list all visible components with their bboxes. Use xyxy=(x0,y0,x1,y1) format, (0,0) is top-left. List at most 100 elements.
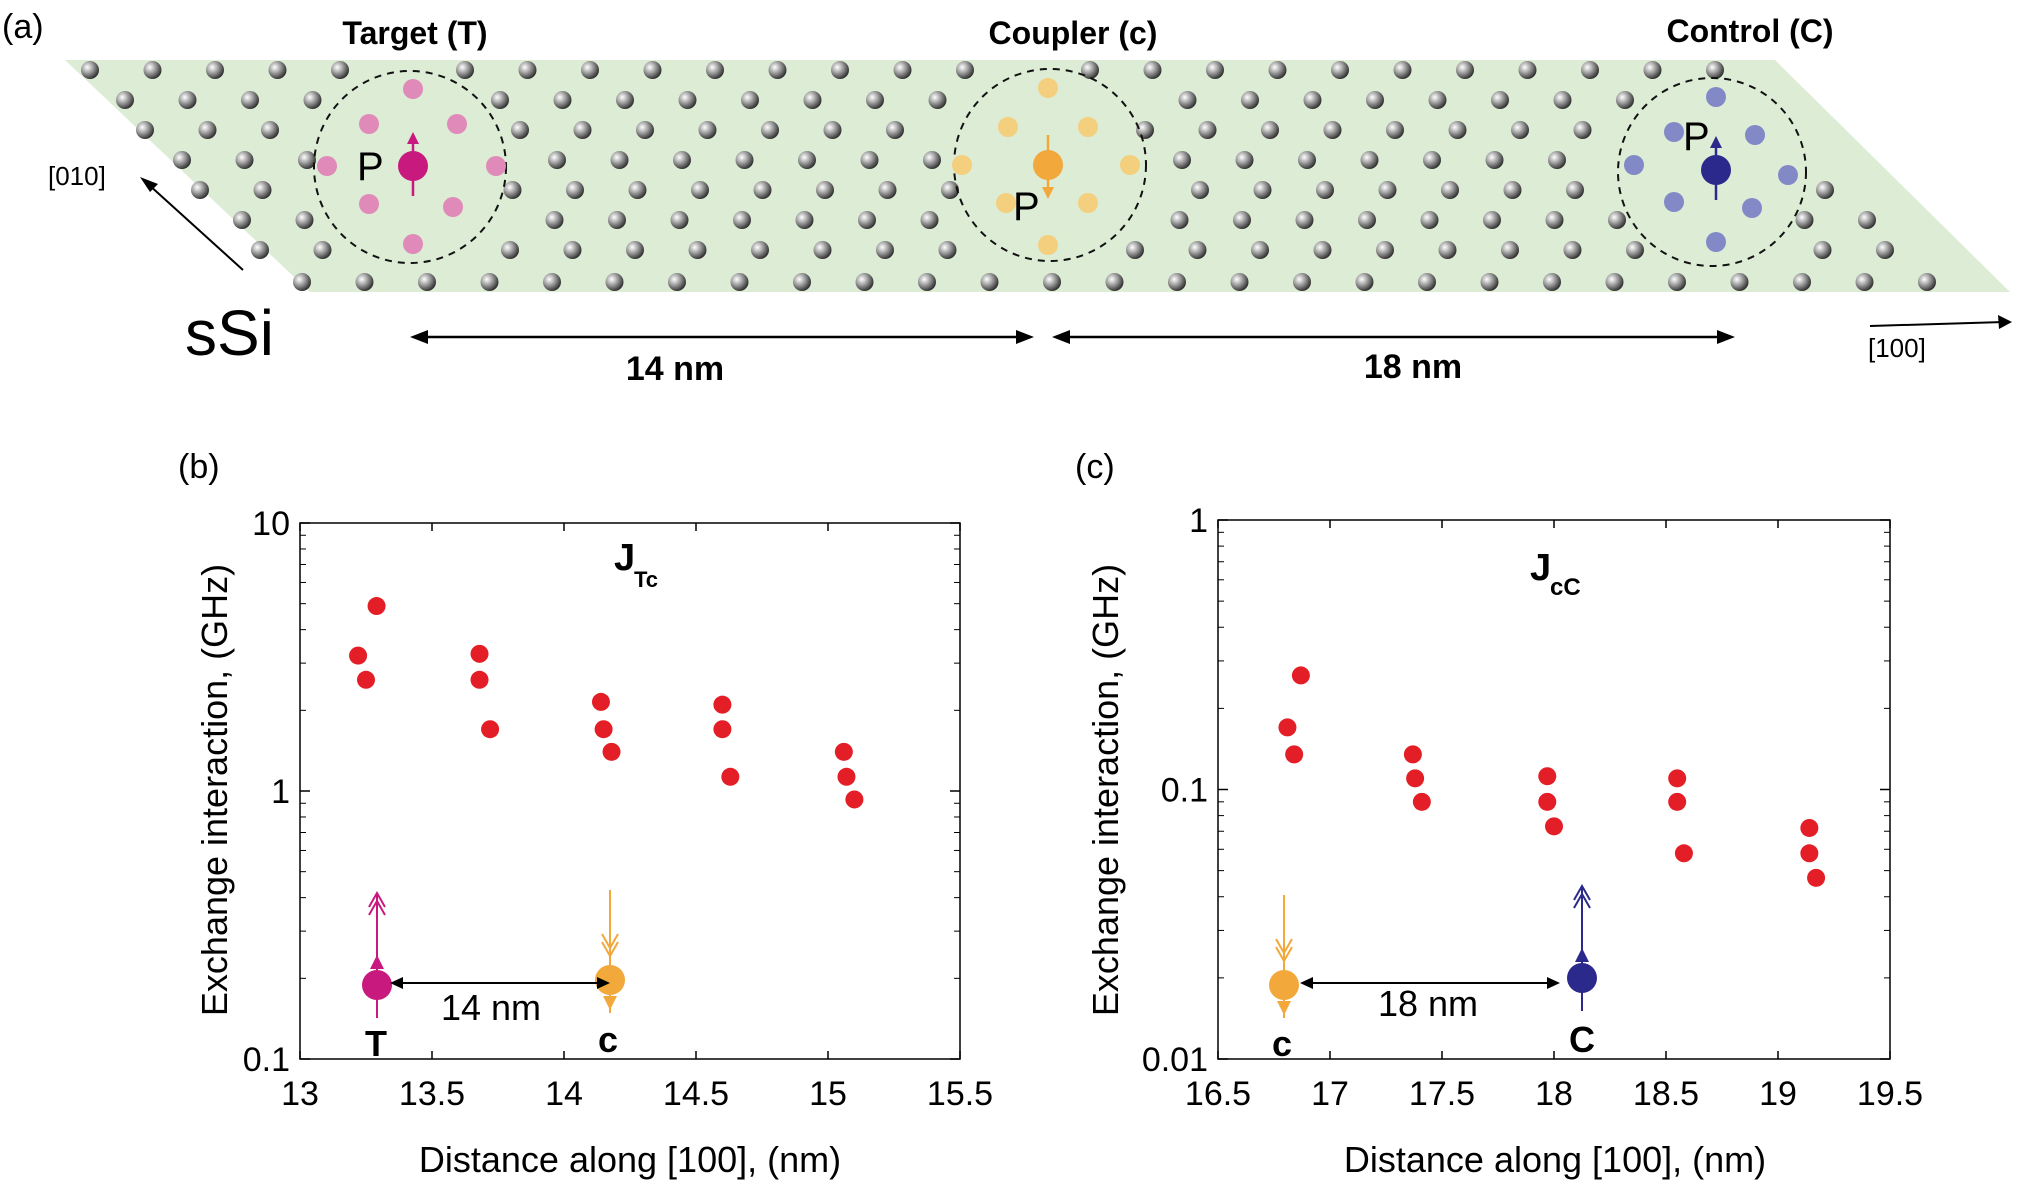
data-point xyxy=(481,720,500,739)
lattice-atom xyxy=(866,91,884,109)
lattice-atom xyxy=(798,151,816,169)
lattice-atom xyxy=(1355,273,1374,291)
data-point xyxy=(834,742,853,761)
lattice-atom xyxy=(235,151,254,169)
lattice-atom xyxy=(768,61,787,79)
chart-b-plot-area xyxy=(299,522,961,1060)
control-halo-dots xyxy=(1624,87,1798,252)
lattice-atom xyxy=(1331,61,1349,79)
chart-b-title: J xyxy=(614,537,635,579)
halo-dot xyxy=(403,234,423,254)
lattice-atom xyxy=(831,61,849,79)
control-region-circle xyxy=(1617,77,1807,267)
data-point xyxy=(1285,745,1304,764)
halo-dot xyxy=(317,156,337,176)
inset-b-left-arrowhead-icon xyxy=(390,977,403,989)
lattice-atom xyxy=(1643,61,1662,79)
inset-b-target-spin-icon xyxy=(362,890,392,1018)
double-arrowhead xyxy=(1573,883,1591,909)
lattice-atom xyxy=(1206,61,1224,79)
data-point xyxy=(1406,769,1425,788)
x-tick-label: 14.5 xyxy=(663,1075,729,1113)
lattice-atom xyxy=(1105,273,1124,291)
distance-18nm-right-arrow-icon xyxy=(1717,330,1735,344)
lattice-atom xyxy=(480,273,499,291)
coupler-donor-label: P xyxy=(1013,185,1040,229)
lattice-atom xyxy=(691,181,709,199)
lattice-atom xyxy=(1668,273,1686,291)
target-donor-label: P xyxy=(357,145,384,189)
y-tick-label: 0.1 xyxy=(1161,772,1208,810)
lattice-atom xyxy=(938,241,957,259)
lattice-atom xyxy=(1241,91,1259,109)
halo-dot xyxy=(1745,125,1765,145)
chart-b-ylabel: Exchange interaction, (GHz) xyxy=(194,564,235,1016)
chart-b-xlabel: Distance along [100], (nm) xyxy=(419,1139,841,1180)
distance-14nm-right-arrow-icon xyxy=(1016,330,1034,344)
lattice-atom xyxy=(1366,91,1384,109)
lattice-atom xyxy=(1608,211,1626,229)
data-point xyxy=(349,646,368,665)
x-tick-label: 17 xyxy=(1311,1075,1349,1113)
lattice-atoms xyxy=(81,61,1936,291)
lattice-atom xyxy=(191,181,209,199)
inset-b-right-label: c xyxy=(598,1019,618,1060)
data-point xyxy=(470,670,489,689)
halo-dot xyxy=(1742,198,1762,218)
lattice-atom xyxy=(1918,273,1936,291)
lattice-atom xyxy=(1386,121,1404,139)
x-tick-label: 14 xyxy=(545,1075,583,1113)
data-point xyxy=(1800,818,1819,837)
x-tick-label: 15 xyxy=(809,1075,847,1113)
x-tick-label: 19.5 xyxy=(1857,1075,1923,1113)
inset-c-left-label: c xyxy=(1272,1023,1292,1064)
control-title: Control (C) xyxy=(1666,13,1833,49)
lattice-atom xyxy=(293,273,311,291)
panel-a: (a) P Target (T) P Coupler (c) P Cont xyxy=(2,8,2012,388)
lattice-atom xyxy=(1485,151,1504,169)
lattice-atom xyxy=(1235,151,1254,169)
lattice-atom xyxy=(1441,181,1459,199)
lattice-atom xyxy=(855,273,874,291)
lattice-atom xyxy=(1563,241,1582,259)
lattice-atom xyxy=(1855,273,1874,291)
lattice-atom xyxy=(1616,91,1634,109)
lattice-atom xyxy=(1813,241,1832,259)
lattice-atom xyxy=(268,61,287,79)
lattice-atom xyxy=(1295,211,1314,229)
lattice-atom xyxy=(261,121,279,139)
lattice-atom xyxy=(605,273,624,291)
lattice-atom xyxy=(136,121,154,139)
lattice-atom xyxy=(545,211,564,229)
lattice-atom xyxy=(331,61,349,79)
lattice-atom xyxy=(670,211,689,229)
lattice-atom xyxy=(313,241,332,259)
axis-010: [010] xyxy=(48,161,244,271)
lattice-atom xyxy=(793,273,811,291)
chart-c-plot-area xyxy=(1217,519,1891,1060)
inset-b-coupler-spin-icon xyxy=(595,890,625,1013)
distance-14nm-label: 14 nm xyxy=(626,350,724,388)
data-point xyxy=(591,692,610,711)
spin-arrowhead xyxy=(603,996,617,1010)
lattice-atom xyxy=(1793,273,1811,291)
coupler-title: Coupler (c) xyxy=(989,15,1158,51)
lattice-atom xyxy=(1168,273,1186,291)
lattice-atom xyxy=(626,241,644,259)
lattice-atom xyxy=(563,241,582,259)
x-tick-label: 18.5 xyxy=(1633,1075,1699,1113)
lattice-atom xyxy=(1423,151,1441,169)
control-spin-arrow-icon xyxy=(1710,136,1722,200)
lattice-atom xyxy=(608,211,626,229)
data-point xyxy=(721,767,740,786)
lattice-atom xyxy=(1170,211,1189,229)
lattice-atom xyxy=(206,61,224,79)
chart-b: (b) 13 13.5 14 14.5 15 15.5 0.1 1 10 J Tc Distan… xyxy=(178,448,993,1180)
lattice-atom xyxy=(1230,273,1249,291)
chart-c-title: J xyxy=(1530,547,1551,589)
chart-b-ticks: 13 13.5 14 14.5 15 15.5 0.1 1 10 xyxy=(243,505,993,1113)
lattice-atom xyxy=(1876,241,1894,259)
double-arrowhead xyxy=(368,890,386,916)
lattice-atom xyxy=(1456,61,1474,79)
chart-c-ticks: 16.5 17 17.5 18 18.5 19 19.5 0.01 0.1 1 xyxy=(1142,502,1923,1113)
